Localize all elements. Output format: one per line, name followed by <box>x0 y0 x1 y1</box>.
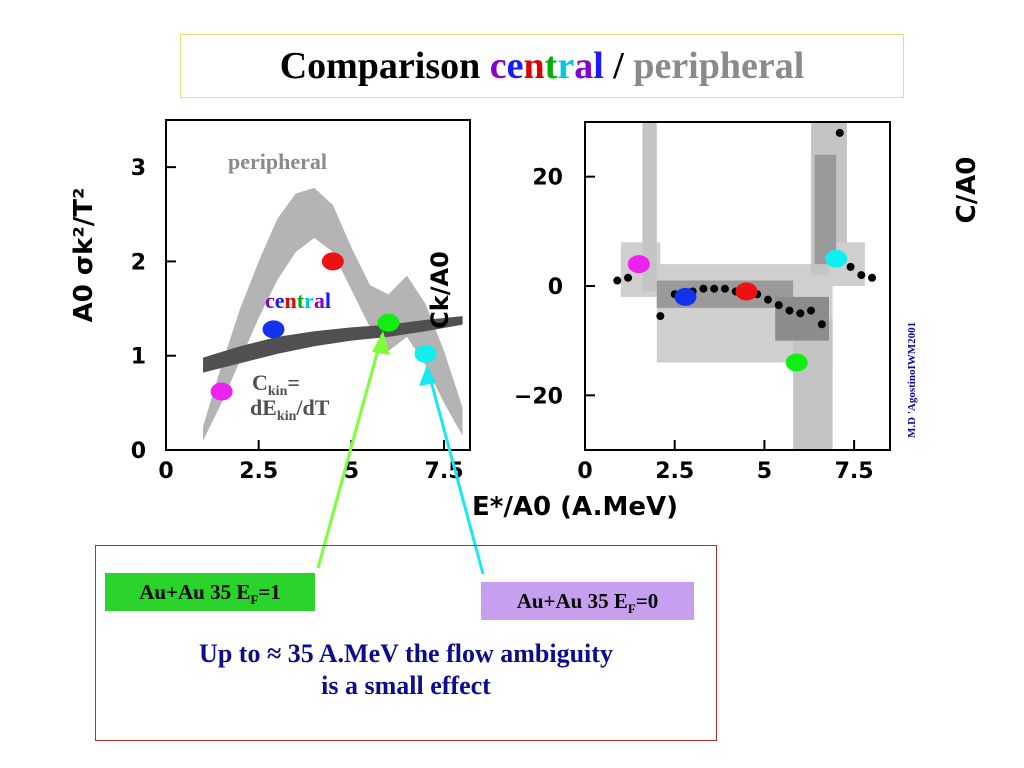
black-point <box>624 273 633 282</box>
right-panel: 0 2.5 5 7.5 20 0 −20 C/A0 Ck/A0 E*/A0 (A.MeV) <box>426 121 982 522</box>
right-ylabel: C/A0 <box>952 157 982 224</box>
title-box: Comparison central / peripheral <box>180 34 904 98</box>
right-points <box>627 249 848 372</box>
black-point <box>785 306 794 315</box>
title-peripheral-word: peripheral <box>633 45 805 87</box>
title-separator: / <box>603 45 634 87</box>
cyan-arrowhead <box>419 365 436 386</box>
title-central-letter: c <box>489 45 507 87</box>
core-spike <box>814 154 837 265</box>
central-annotation-letter: e <box>275 288 285 313</box>
central-annotation-letter: n <box>285 288 297 313</box>
label-ef0: Au+Au 35 EF=0 <box>481 582 694 620</box>
x-tick-label: 2.5 <box>239 459 278 484</box>
x-tick-label: 2.5 <box>655 459 694 484</box>
black-point <box>720 284 729 293</box>
right-ticks: 0 2.5 5 7.5 20 0 −20 <box>514 166 874 484</box>
blue-point <box>674 287 697 306</box>
slide-title: Comparison central / peripheral <box>181 35 903 97</box>
peripheral-annotation: peripheral <box>228 149 327 174</box>
central-annotation-letter: r <box>304 288 314 313</box>
left-points <box>210 252 437 401</box>
black-point <box>835 128 844 137</box>
mid-ylabel: Ck/A0 <box>426 251 454 329</box>
magenta-point <box>210 382 233 401</box>
green-point <box>785 353 808 372</box>
title-comparison: Comparison <box>279 45 490 87</box>
black-point <box>857 271 866 280</box>
band-left-spike <box>642 122 657 292</box>
red-point <box>735 282 758 301</box>
central-annotation-letter: c <box>265 288 275 313</box>
ckin-annotation: Ckin= <box>252 370 300 399</box>
black-points <box>613 128 877 329</box>
black-point <box>656 312 665 321</box>
conclusion-text: Up to ≈ 35 A.MeV the flow ambiguity is a… <box>95 638 717 702</box>
x-tick-label: 7.5 <box>835 459 874 484</box>
cyan-point <box>414 344 437 363</box>
core-right <box>775 296 829 341</box>
conclusion-line-1: Up to ≈ 35 A.MeV the flow ambiguity <box>199 639 613 668</box>
title-central-letter: l <box>593 45 604 87</box>
y-tick-label: 3 <box>131 156 146 181</box>
black-point <box>613 276 622 285</box>
green-arrow <box>316 334 384 569</box>
red-point <box>321 252 344 271</box>
central-annotation: central <box>265 288 331 313</box>
x-tick-label: 0 <box>577 459 592 484</box>
title-central-letter: a <box>574 45 594 87</box>
black-point <box>774 301 783 310</box>
dekin-annotation: dEkin/dT <box>250 395 330 424</box>
y-tick-label: 20 <box>532 166 563 191</box>
black-point <box>807 306 816 315</box>
left-frame <box>165 119 471 451</box>
title-central-letter: t <box>544 45 558 87</box>
black-point <box>764 295 772 304</box>
x-axis-label: E*/A0 (A.MeV) <box>472 492 678 522</box>
central-annotation-letter: l <box>325 288 331 313</box>
black-point <box>846 262 855 271</box>
black-point <box>868 273 877 282</box>
title-central-letter: e <box>506 45 524 87</box>
title-central-letter: n <box>523 45 545 87</box>
central-band <box>203 316 463 373</box>
title-central-letter: r <box>557 45 575 87</box>
credit-text: M.D 'AgostinoIWM2001 <box>906 321 918 438</box>
cyan-point <box>825 249 848 268</box>
y-tick-label: 0 <box>131 439 146 464</box>
y-tick-label: 0 <box>548 275 563 300</box>
black-point <box>710 284 719 293</box>
black-point <box>699 284 708 293</box>
magenta-point <box>627 255 650 274</box>
cyan-arrow <box>426 369 485 575</box>
central-annotation-letter: a <box>314 288 325 313</box>
left-ylabel: A0 σk²/T² <box>69 188 99 323</box>
conclusion-line-2: is a small effect <box>321 671 491 700</box>
conclusion-box <box>95 545 717 741</box>
y-tick-label: −20 <box>514 384 563 409</box>
label-ef1: Au+Au 35 EF=1 <box>105 573 315 611</box>
peripheral-band <box>203 187 463 441</box>
y-tick-label: 1 <box>131 345 146 370</box>
black-point <box>796 309 805 318</box>
blue-point <box>262 320 285 339</box>
green-arrowhead <box>372 331 390 355</box>
central-annotation-letter: t <box>297 288 305 313</box>
y-tick-label: 2 <box>131 250 146 275</box>
title-central-word: central <box>490 45 604 87</box>
x-tick-label: 0 <box>158 459 173 484</box>
black-point <box>817 320 826 329</box>
x-tick-label: 5 <box>757 459 772 484</box>
green-point <box>377 313 400 332</box>
